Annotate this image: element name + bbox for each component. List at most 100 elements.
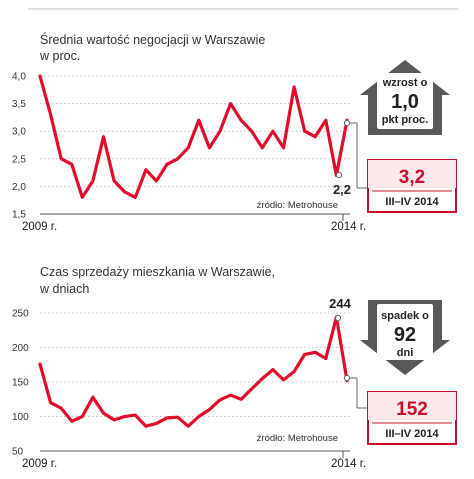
data-point (303, 130, 306, 133)
data-point (197, 415, 200, 418)
chart1-subtitle: w proc. (39, 49, 80, 63)
chart1-badge-line1: wzrost o (382, 77, 428, 89)
y-tick-label: 3,5 (12, 99, 26, 110)
chart1-points (38, 74, 349, 199)
data-point (49, 113, 52, 116)
chart1-last-marker (343, 119, 351, 127)
y-tick-label: 2,0 (12, 182, 26, 193)
chart1-badge-panel (377, 73, 433, 129)
chart1-badge-line3: pkt proc. (382, 114, 428, 126)
data-point (123, 190, 126, 194)
chart2-peak-label: 244 (329, 296, 351, 311)
chart2-series-line (38, 315, 349, 428)
data-point (49, 401, 52, 404)
chart2-current-value: 152 (396, 399, 428, 420)
chart1-current-period: III–IV 2014 (385, 196, 439, 208)
data-point (38, 362, 42, 366)
y-tick-label: 4,0 (12, 72, 26, 83)
chart2-points (38, 315, 349, 428)
data-point (155, 179, 158, 183)
chart2-source: źródło: Metrohouse (257, 433, 338, 444)
chart2-title: Czas sprzedaży mieszkania w Warszawie, (40, 265, 275, 279)
data-point (292, 370, 296, 373)
data-point (38, 74, 42, 78)
data-point (102, 135, 105, 138)
chart-negotiation: Średnia wartość negocjacji w Warszawie w… (12, 32, 457, 233)
data-point (165, 163, 169, 166)
chart-sale-time: Czas sprzedaży mieszkania w Warszawie, w… (12, 265, 457, 470)
data-point (187, 425, 190, 428)
y-tick-label: 100 (12, 412, 29, 423)
chart2-x-end-label: 2014 r. (331, 458, 366, 470)
data-point (239, 119, 243, 122)
chart2-subtitle: w dniach (39, 282, 89, 296)
chart1-series-line (38, 74, 349, 199)
chart1-current-box: 3,2 III–IV 2014 (367, 159, 457, 213)
chart2-x-start-label: 2009 r. (22, 458, 57, 470)
data-point (261, 377, 264, 380)
data-point (144, 168, 148, 171)
data-point (324, 119, 327, 122)
data-point (292, 85, 296, 89)
data-point (303, 353, 306, 356)
data-point (81, 415, 84, 418)
y-tick-label: 2,5 (12, 154, 26, 165)
chart1-x-start-label: 2009 r. (22, 221, 57, 233)
chart2-peak-marker (334, 314, 342, 322)
data-point (271, 368, 275, 371)
y-tick-label: 150 (12, 378, 29, 389)
data-point (91, 396, 95, 399)
chart1-source: źródło: Metrohouse (257, 200, 338, 211)
data-point (324, 357, 327, 360)
data-point (229, 102, 232, 105)
data-point (70, 163, 74, 166)
data-point (239, 398, 243, 401)
data-point (60, 157, 63, 160)
chart2-badge-line2: 92 (394, 324, 416, 346)
chart2-gridlines (40, 312, 350, 417)
data-point (271, 130, 275, 133)
chart2-change-badge: spadek o 92 dni (360, 300, 450, 375)
data-point (112, 418, 116, 422)
data-point (165, 416, 169, 420)
chart2-badge-panel (377, 304, 433, 360)
y-tick-label: 250 (12, 309, 29, 320)
chart2-current-box: 152 III–IV 2014 (367, 391, 457, 445)
data-point (229, 393, 232, 397)
data-point (91, 179, 95, 183)
chart1-low-marker (335, 171, 343, 179)
data-point (314, 351, 317, 354)
chart1-current-highlight (368, 160, 456, 188)
data-point (187, 146, 190, 149)
chart1-change-badge: wzrost o 1,0 pkt proc. (360, 60, 450, 135)
data-point (218, 130, 222, 133)
data-point (261, 146, 264, 149)
chart1-low-label: 2,2 (333, 182, 351, 197)
data-point (176, 416, 179, 419)
data-point (218, 398, 222, 402)
chart1-y-ticks: 4,0 3,5 3,0 2,5 2,0 1,5 (12, 72, 26, 221)
data-point (314, 135, 317, 138)
chart1-x-end-label: 2014 r. (331, 221, 366, 233)
data-point (134, 413, 137, 417)
chart2-badge-line3: dni (397, 347, 414, 359)
y-tick-label: 3,0 (12, 127, 26, 138)
data-point (282, 378, 285, 382)
chart2-last-marker (343, 374, 351, 382)
chart2-badge-line1: spadek o (381, 310, 429, 322)
data-point (123, 415, 126, 418)
data-point (208, 146, 211, 149)
y-tick-label: 50 (12, 447, 24, 458)
y-tick-label: 1,5 (12, 210, 26, 221)
data-point (250, 130, 253, 133)
data-point (134, 196, 137, 199)
y-tick-label: 200 (12, 343, 29, 354)
data-point (176, 157, 179, 160)
data-point (208, 408, 211, 411)
data-point (112, 179, 116, 183)
data-point (81, 196, 84, 199)
chart1-title: Średnia wartość negocjacji w Warszawie (40, 32, 265, 47)
chart2-current-period: III–IV 2014 (385, 428, 439, 440)
data-point (70, 420, 74, 423)
